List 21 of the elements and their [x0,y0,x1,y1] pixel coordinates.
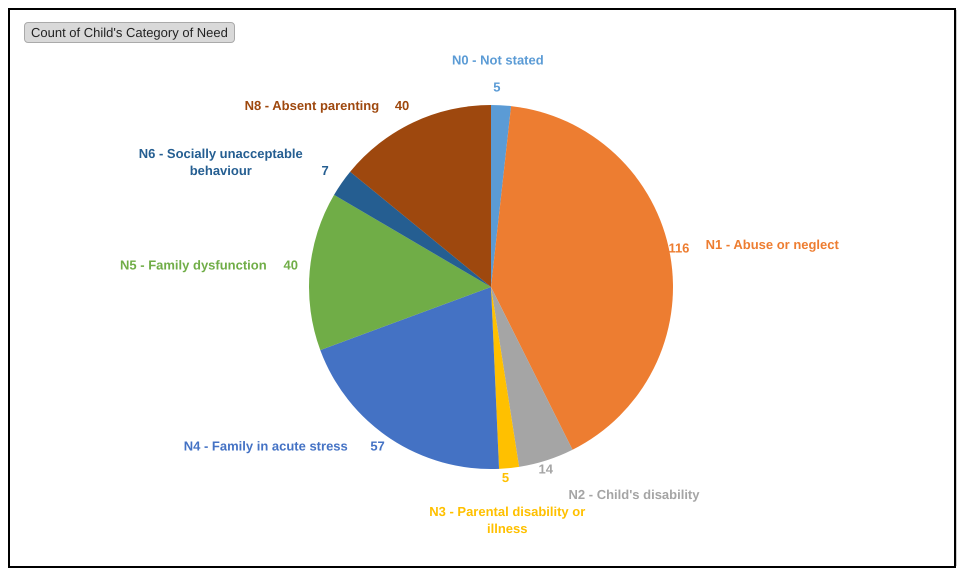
data-label: 5 [493,79,500,94]
pie-slice [334,172,491,287]
slice-label: N0 - Not stated [452,52,544,68]
data-label: 5 [502,470,510,486]
data-label: 7 [322,162,329,178]
slice-label: N3 - Parental disability or illness [429,504,586,536]
slice-label: N8 - Absent parenting [244,98,380,113]
data-label: 14 [538,462,554,477]
slice-label: N5 - Family dysfunction [120,258,267,273]
data-label: 57 [370,438,385,454]
data-label: 40 [284,258,298,273]
data-label: 40 [394,98,410,113]
slice-label: N1 - Abuse or neglect [706,236,840,252]
data-label: 116 [668,240,690,256]
slice-label: N2 - Child's disability [568,486,700,502]
slice-label: N6 - Socially unacceptable behaviour [138,146,303,178]
pie-slice [309,194,491,350]
pie-slice [491,287,520,469]
chart-title: Count of Child's Category of Need [24,22,235,43]
slice-label: N4 - Family in acute stress [184,438,348,454]
pie-slice [491,105,512,287]
